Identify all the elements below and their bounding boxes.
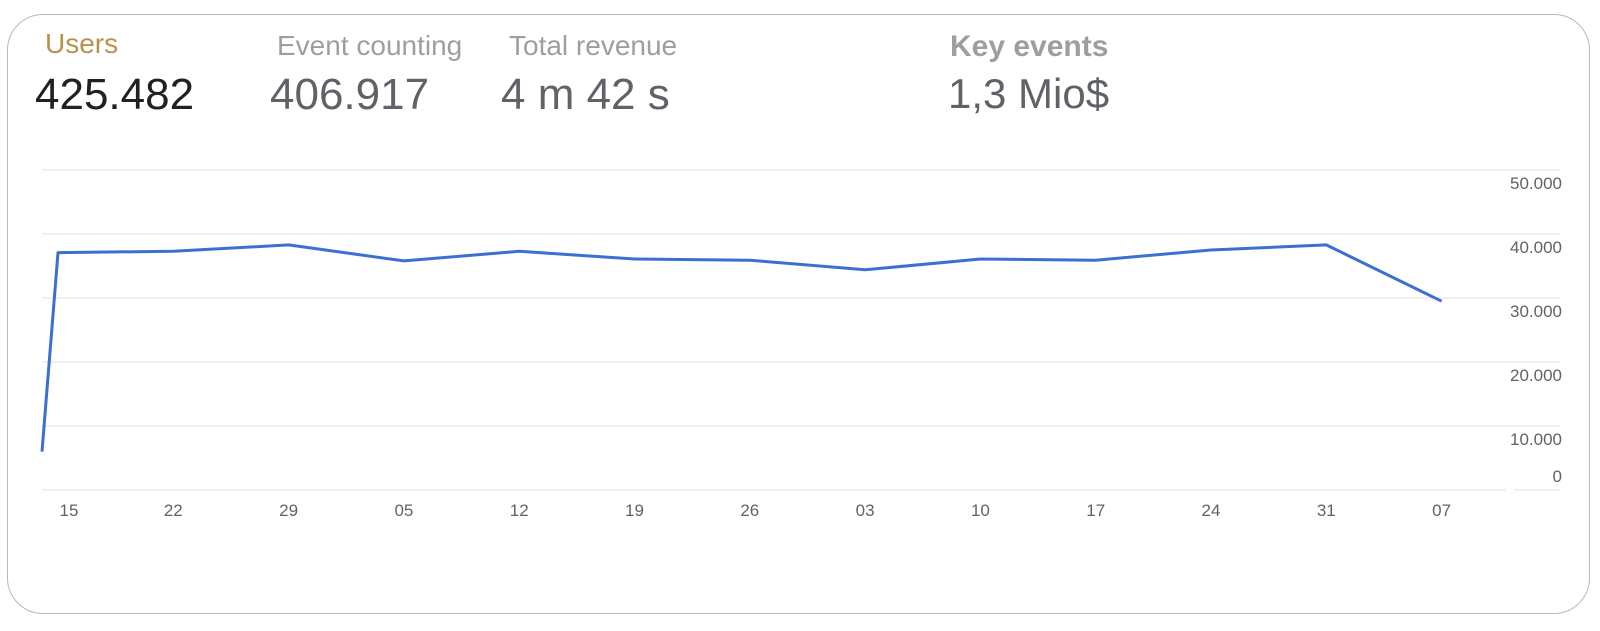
x-tick-label: 22 (164, 501, 183, 520)
x-tick-label: 12 (510, 501, 529, 520)
x-tick-label: 26 (740, 501, 759, 520)
y-tick-label: 40.000 (1510, 238, 1562, 257)
y-tick-label: 30.000 (1510, 302, 1562, 321)
metric-key-events-label: Key events (950, 30, 1109, 63)
metric-users-label: Users (45, 28, 119, 59)
x-tick-label: 17 (1086, 501, 1105, 520)
x-tick-label: 24 (1202, 501, 1221, 520)
metric-total-revenue-value: 4 m 42 s (501, 70, 670, 119)
x-tick-label: 03 (856, 501, 875, 520)
y-tick-label: 20.000 (1510, 366, 1562, 385)
x-tick-label: 10 (971, 501, 990, 520)
metric-users-value: 425.482 (35, 70, 195, 119)
x-tick-label: 29 (279, 501, 298, 520)
x-tick-label: 19 (625, 501, 644, 520)
y-tick-label: 0 (1553, 467, 1562, 486)
metric-key-events-value: 1,3 Mio$ (948, 70, 1110, 117)
y-tick-label: 10.000 (1510, 430, 1562, 449)
y-tick-label: 50.000 (1510, 174, 1562, 193)
x-tick-label: 15 (60, 501, 79, 520)
x-tick-label: 31 (1317, 501, 1336, 520)
x-tick-label: 07 (1432, 501, 1451, 520)
metrics-card (7, 14, 1590, 614)
metric-event-counting-label: Event counting (277, 30, 463, 61)
metric-total-revenue-label: Total revenue (509, 30, 678, 61)
metric-event-counting-value: 406.917 (270, 70, 430, 119)
series-line (40, 243, 1443, 452)
x-tick-label: 05 (394, 501, 413, 520)
